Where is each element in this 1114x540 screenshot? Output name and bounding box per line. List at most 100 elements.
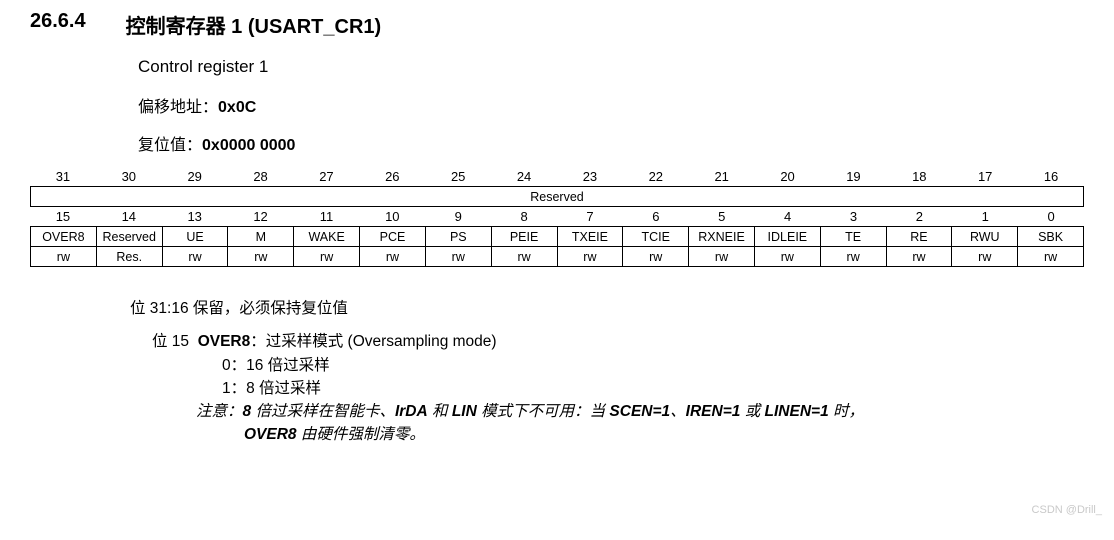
bit-field-name: TCIE: [623, 226, 689, 247]
bit-number: 1: [952, 209, 1018, 226]
note-t5: 或: [740, 403, 764, 420]
offset-label: 偏移地址：: [138, 99, 218, 116]
bit-number: 26: [359, 169, 425, 186]
bit-number: 28: [228, 169, 294, 186]
bit-field-access: rw: [31, 247, 97, 267]
bit-field-name: Reserved: [97, 226, 163, 247]
bit-field-name: WAKE: [294, 226, 360, 247]
bit15-text: ：过采样模式 (Oversampling mode): [250, 333, 496, 350]
bit-field-name: PS: [426, 226, 492, 247]
register-subtitle: Control register 1: [138, 57, 1084, 77]
bit-field-access: Res.: [97, 247, 163, 267]
bit-field-access: rw: [1018, 247, 1084, 267]
bit-number: 11: [294, 209, 360, 226]
bit-field-access: rw: [755, 247, 821, 267]
bit-number: 8: [491, 209, 557, 226]
note-b6: LINEN=1: [765, 403, 829, 420]
bit-number: 25: [425, 169, 491, 186]
bit-number: 31: [30, 169, 96, 186]
offset-address: 偏移地址：0x0C: [138, 93, 1084, 117]
bit-number: 29: [162, 169, 228, 186]
bit-number: 18: [886, 169, 952, 186]
note-t3: 模式下不可用：当: [477, 403, 610, 420]
reset-value-text: 0x0000 0000: [202, 137, 295, 154]
bit-field-access: rw: [426, 247, 492, 267]
bit-field-access: rw: [952, 247, 1018, 267]
bit-field-access: rw: [821, 247, 887, 267]
bit-field-name: SBK: [1018, 226, 1084, 247]
bit-field-name: RXNEIE: [689, 226, 755, 247]
bit-field-name: PEIE: [492, 226, 558, 247]
bit-number: 15: [30, 209, 96, 226]
bit-descriptions: 位 31:16 保留，必须保持复位值 位 15 OVER8：过采样模式 (Ove…: [130, 297, 1084, 447]
section-number: 26.6.4: [30, 10, 86, 39]
note-b2: IrDA: [395, 403, 428, 420]
bit-field-name: OVER8: [31, 226, 97, 247]
reserved-high: Reserved: [31, 186, 1084, 207]
note-b4: SCEN=1: [609, 403, 670, 420]
bit-number: 9: [425, 209, 491, 226]
note-l2-t: 由硬件强制清零。: [297, 426, 425, 443]
bit-field-name: UE: [163, 226, 229, 247]
bit-number: 27: [294, 169, 360, 186]
offset-value: 0x0C: [218, 99, 256, 116]
bit-number: 12: [228, 209, 294, 226]
bit-number: 6: [623, 209, 689, 226]
bit-field-name: TE: [821, 226, 887, 247]
bit-field-name: IDLEIE: [755, 226, 821, 247]
bit-field-name: M: [228, 226, 294, 247]
bit-number: 30: [96, 169, 162, 186]
note-b5: IREN=1: [686, 403, 741, 420]
note-b1: 8: [243, 403, 252, 420]
bit-field-access: rw: [228, 247, 294, 267]
bit-number: 4: [755, 209, 821, 226]
note-b3: LIN: [452, 403, 477, 420]
bit-field-access: rw: [887, 247, 953, 267]
bit-number: 7: [557, 209, 623, 226]
bit15-note: 注意：8 倍过采样在智能卡、IrDA 和 LIN 模式下不可用：当 SCEN=1…: [196, 400, 1066, 447]
bit-number: 23: [557, 169, 623, 186]
bit-field-access: rw: [492, 247, 558, 267]
bit-field-name: RE: [887, 226, 953, 247]
bit-field-name: PCE: [360, 226, 426, 247]
bit-number: 24: [491, 169, 557, 186]
bit-number: 21: [689, 169, 755, 186]
note-l2-b: OVER8: [244, 426, 297, 443]
bit-number: 3: [821, 209, 887, 226]
bit-number: 22: [623, 169, 689, 186]
bit-number: 5: [689, 209, 755, 226]
reset-label: 复位值：: [138, 137, 202, 154]
bit-field-name: RWU: [952, 226, 1018, 247]
bit-number: 16: [1018, 169, 1084, 186]
watermark: CSDN @Drill_: [1032, 504, 1102, 516]
bit-number: 13: [162, 209, 228, 226]
bit-field-access: rw: [623, 247, 689, 267]
bit-number: 20: [755, 169, 821, 186]
bit-number: 2: [886, 209, 952, 226]
bit15-val1: 1：8 倍过采样: [222, 377, 1084, 400]
bit-number: 14: [96, 209, 162, 226]
note-t4: 、: [670, 403, 686, 420]
bit15-label: 位 15: [152, 333, 189, 350]
reset-value: 复位值：0x0000 0000: [138, 131, 1084, 155]
bit-field-access: rw: [689, 247, 755, 267]
bit15-val0: 0：16 倍过采样: [222, 354, 1084, 377]
note-prefix: 注意：: [196, 403, 243, 420]
bit-field-access: rw: [360, 247, 426, 267]
note-t2: 和: [428, 403, 452, 420]
bit-15-desc: 位 15 OVER8：过采样模式 (Oversampling mode): [152, 330, 1084, 353]
bit-field-name: TXEIE: [558, 226, 624, 247]
bit15-name: OVER8: [198, 333, 251, 350]
bit-field-access: rw: [294, 247, 360, 267]
bit-number: 0: [1018, 209, 1084, 226]
bit-number: 10: [359, 209, 425, 226]
bit-3116-desc: 位 31:16 保留，必须保持复位值: [130, 297, 1084, 320]
bit-number: 17: [952, 169, 1018, 186]
note-t1: 倍过采样在智能卡、: [251, 403, 395, 420]
section-title: 控制寄存器 1 (USART_CR1): [126, 10, 382, 39]
bit-number: 19: [821, 169, 887, 186]
register-bitmap: 31302928272625242322212019181716 Reserve…: [30, 169, 1084, 267]
bit-field-access: rw: [558, 247, 624, 267]
bit-field-access: rw: [163, 247, 229, 267]
note-t6: 时，: [829, 403, 864, 420]
